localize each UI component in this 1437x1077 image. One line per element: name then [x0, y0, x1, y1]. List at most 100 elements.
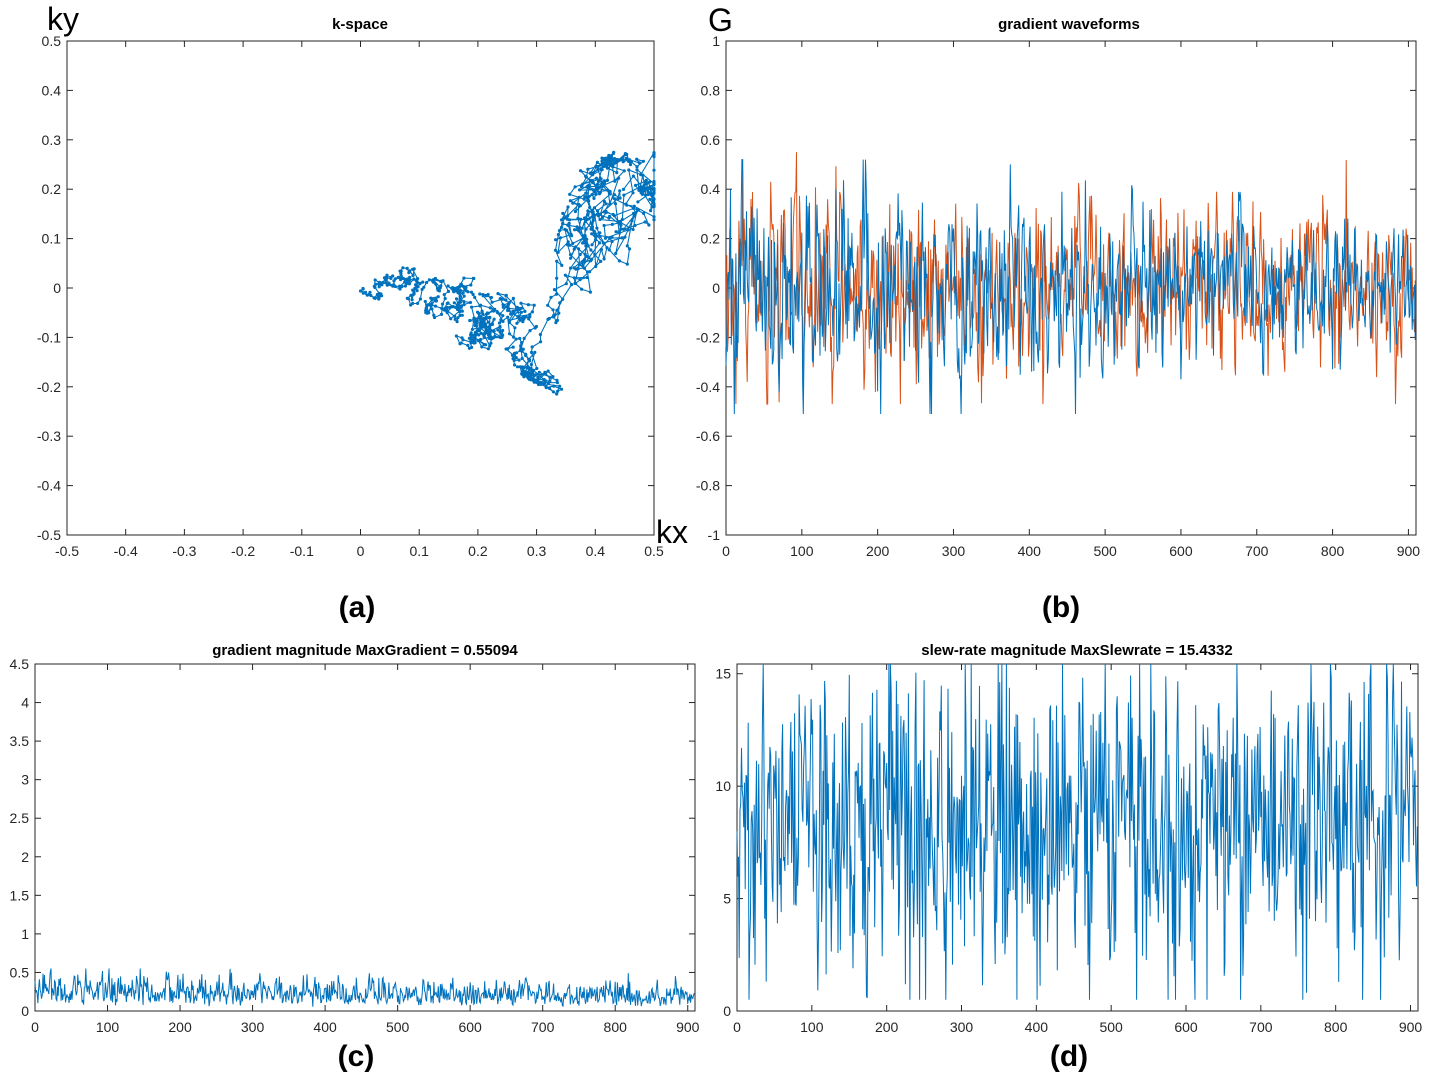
panel-a-trajectory-point — [544, 372, 548, 376]
panel-a-trajectory-point — [530, 369, 534, 373]
panel-a-trajectory-point — [571, 241, 575, 246]
panel-c-xtick-label: 300 — [241, 1019, 265, 1035]
panel-a-trajectory-point — [392, 283, 396, 287]
panel-a-trajectory-point — [652, 155, 656, 159]
panel-a-trajectory-point — [513, 326, 517, 330]
panel-a-trajectory-point — [384, 277, 388, 282]
panel-a-trajectory-point — [458, 295, 463, 299]
panel-a-trajectory-point — [519, 346, 523, 350]
panel-a-trajectory-point — [573, 228, 577, 232]
panel-c-xtick-label: 200 — [168, 1019, 192, 1035]
panel-a-trajectory-point — [486, 292, 490, 297]
panel-a-trajectory-point — [649, 209, 653, 213]
panel-c-ytick-label: 2 — [21, 849, 29, 865]
panel-a-trajectory-point — [548, 375, 552, 379]
panel-c-ytick-label: 3 — [21, 772, 29, 788]
panel-a-trajectory-point — [381, 280, 385, 285]
panel-c-ytick-label: 0.5 — [10, 964, 30, 980]
panel-a-trajectory-point — [398, 284, 402, 289]
panel-a-trajectory-point — [602, 257, 606, 261]
panel-a-trajectory-point — [564, 282, 568, 286]
panel-a-trajectory-point — [596, 167, 600, 171]
panel-a-trajectory-point — [652, 152, 656, 156]
panel-a-ytick-label: 0.3 — [42, 132, 62, 148]
panel-a-trajectory-point — [614, 251, 618, 256]
panel-a-trajectory-point — [652, 179, 656, 184]
panel-a-trajectory-point — [446, 289, 451, 293]
panel-a-trajectory-point — [558, 236, 563, 240]
panel-a-trajectory-point — [588, 205, 592, 210]
panel-a-trajectory-point — [584, 227, 588, 231]
panel-a-trajectory-point — [617, 176, 621, 180]
panel-a-trajectory-point — [573, 185, 577, 189]
panel-a-trajectory-point — [479, 303, 483, 307]
panel-a-ytick-label: -0.4 — [37, 478, 61, 494]
panel-a-trajectory-point — [624, 202, 628, 206]
panel-a-trajectory-point — [598, 231, 602, 235]
panel-b-ytick-label: 0.6 — [701, 132, 721, 148]
panel-a-trajectory-point — [470, 345, 474, 349]
panel-a-trajectory-point — [561, 222, 565, 226]
panel-a-trajectory-point — [620, 217, 624, 222]
panel-a-trajectory-point — [458, 288, 462, 293]
panel-a-trajectory-point — [577, 247, 581, 251]
panel-a-trajectory-point — [486, 320, 490, 324]
panel-b-ytick-label: 0.8 — [701, 82, 721, 98]
panel-a-xtick-label: 0.3 — [527, 543, 547, 559]
panel-a-ytick-label: 0.4 — [42, 82, 62, 98]
panel-a-trajectory-point — [565, 228, 569, 232]
panel-a-trajectory-point — [489, 341, 493, 345]
panel-a-trajectory-point — [551, 308, 555, 312]
panel-a-trajectory-point — [581, 260, 585, 264]
panel-a-trajectory-point — [472, 276, 476, 281]
panel-a-trajectory-point — [462, 300, 466, 304]
panel-a-trajectory-point — [425, 304, 429, 308]
panel-a-trajectory-point — [565, 217, 570, 221]
panel-a-trajectory-point — [608, 192, 612, 196]
panel-a-trajectory-point — [488, 306, 492, 310]
panel-a-trajectory-point — [570, 234, 574, 238]
panel-a-trajectory-point — [439, 312, 444, 316]
panel-a-trajectory-point — [618, 196, 622, 200]
panel-a-trajectory-point — [579, 184, 584, 189]
panel-a-trajectory-point — [604, 209, 608, 213]
panel-a-trajectory-point — [652, 197, 656, 201]
panel-a-trajectory-point — [535, 366, 539, 371]
panel-a-trajectory-point — [498, 330, 502, 334]
panel-a-trajectory-point — [595, 209, 600, 213]
panel-a-kspace: k-space -0.5 -0.4 -0.3 -0.2 -0.1 0 0.1 0.2 0.3 0.… — [37, 1, 688, 624]
panel-a-xtick-label: -0.5 — [55, 543, 79, 559]
panel-a-xtick-label: -0.1 — [290, 543, 314, 559]
panel-a-trajectory-point — [639, 173, 643, 177]
panel-a-trajectory-point — [532, 374, 536, 378]
panel-a-trajectory-point — [517, 358, 521, 362]
panel-a-trajectory-point — [462, 303, 466, 307]
panel-a-trajectory-point — [461, 291, 465, 295]
panel-d-xtick-label: 600 — [1174, 1019, 1198, 1035]
panel-a-trajectory-point — [514, 337, 518, 341]
panel-b-ylabel: G — [708, 2, 733, 38]
panel-a-trajectory-point — [456, 306, 461, 310]
panel-a-trajectory-point — [506, 302, 510, 307]
panel-a-trajectory-point — [631, 227, 635, 232]
panel-a-trajectory-point — [587, 199, 591, 203]
panel-a-trajectory-point — [593, 253, 597, 257]
panel-a-trajectory-point — [551, 390, 556, 394]
panel-c-xtick-label: 700 — [531, 1019, 555, 1035]
panel-a-trajectory-point — [389, 276, 393, 280]
panel-a-trajectory-point — [597, 192, 602, 196]
panel-a-trajectory-point — [605, 246, 609, 250]
panel-a-trajectory-point — [492, 317, 496, 321]
panel-a-trajectory-point — [521, 315, 526, 319]
panel-a-trajectory-point — [498, 312, 502, 316]
panel-a-trajectory-point — [487, 333, 491, 337]
panel-a-trajectory-point — [623, 152, 628, 156]
panel-c-xtick-label: 800 — [604, 1019, 628, 1035]
panel-a-trajectory-point — [478, 323, 482, 327]
panel-a-trajectory-point — [621, 187, 626, 191]
panel-a-trajectory-point — [594, 192, 598, 196]
panel-a-trajectory-point — [592, 206, 597, 210]
panel-d-ytick-label: 0 — [723, 1003, 731, 1019]
panel-a-xtick-label: 0.2 — [468, 543, 488, 559]
panel-a-trajectory-point — [519, 301, 523, 305]
